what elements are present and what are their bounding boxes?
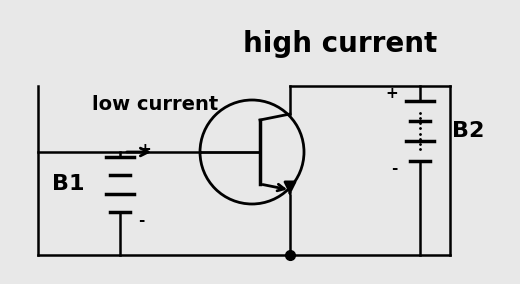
Text: +: + — [138, 141, 151, 156]
Text: B1: B1 — [52, 174, 84, 195]
Text: -: - — [138, 212, 145, 227]
Text: -: - — [392, 162, 398, 176]
Text: high current: high current — [243, 30, 437, 58]
Text: +: + — [385, 85, 398, 101]
Text: B2: B2 — [452, 121, 484, 141]
Text: low current: low current — [92, 95, 218, 114]
